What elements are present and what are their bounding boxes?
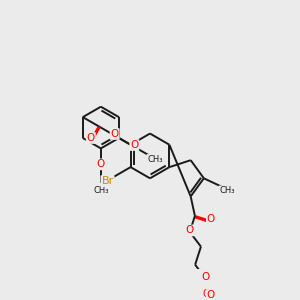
Text: O: O: [202, 289, 210, 299]
Text: O: O: [207, 290, 215, 300]
Text: O: O: [202, 272, 210, 282]
Text: O: O: [207, 214, 215, 224]
Text: Br: Br: [101, 176, 114, 186]
Text: CH₃: CH₃: [219, 186, 235, 195]
Text: O: O: [97, 159, 105, 170]
Text: O: O: [186, 225, 194, 236]
Text: O: O: [110, 129, 119, 139]
Text: CH₃: CH₃: [147, 155, 163, 164]
Text: O: O: [87, 133, 95, 143]
Text: O: O: [130, 140, 139, 150]
Text: CH₃: CH₃: [93, 186, 109, 195]
